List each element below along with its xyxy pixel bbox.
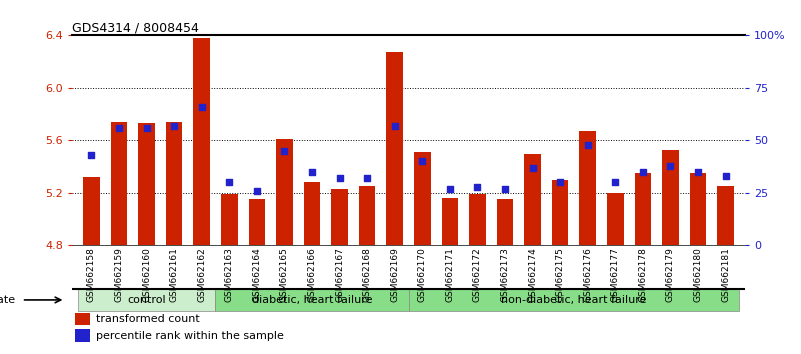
Bar (221, 194, 238, 245)
Text: GSM662172: GSM662172 (473, 247, 482, 302)
Bar (332, 189, 348, 245)
Point (278, 148, 291, 154)
Point (609, 179, 622, 185)
Text: non-diabetic, heart failure: non-diabetic, heart failure (501, 295, 646, 305)
FancyBboxPatch shape (215, 289, 409, 311)
Text: GSM662177: GSM662177 (611, 247, 620, 302)
Point (582, 142, 594, 147)
Bar (552, 180, 569, 245)
Point (333, 175, 346, 181)
Point (719, 173, 732, 179)
Bar (579, 131, 596, 245)
Text: GDS4314 / 8008454: GDS4314 / 8008454 (72, 21, 199, 34)
Text: GSM662165: GSM662165 (280, 247, 289, 302)
Point (223, 179, 235, 185)
Bar (386, 52, 403, 245)
Text: GSM662178: GSM662178 (638, 247, 647, 302)
Text: GSM662164: GSM662164 (252, 247, 261, 302)
Text: GSM662170: GSM662170 (418, 247, 427, 302)
Text: GSM662175: GSM662175 (556, 247, 565, 302)
FancyBboxPatch shape (78, 289, 215, 311)
Text: GSM662169: GSM662169 (390, 247, 399, 302)
Point (471, 184, 484, 189)
Text: GSM662176: GSM662176 (583, 247, 592, 302)
Text: GSM662162: GSM662162 (197, 247, 206, 302)
Bar (359, 186, 376, 245)
Text: GSM662168: GSM662168 (363, 247, 372, 302)
Bar (718, 186, 734, 245)
Bar (166, 122, 183, 245)
Bar (469, 194, 485, 245)
Text: GSM662174: GSM662174 (528, 247, 537, 302)
Bar (662, 150, 678, 245)
Text: GSM662181: GSM662181 (721, 247, 731, 302)
Bar (607, 193, 624, 245)
Point (195, 104, 208, 110)
Bar (497, 199, 513, 245)
Text: GSM662171: GSM662171 (445, 247, 454, 302)
Bar (690, 173, 706, 245)
Text: disease state: disease state (0, 295, 15, 305)
Text: GSM662158: GSM662158 (87, 247, 96, 302)
Bar (75, 313, 91, 325)
Bar (414, 152, 431, 245)
Text: GSM662179: GSM662179 (666, 247, 675, 302)
Bar (193, 38, 210, 245)
Point (691, 169, 704, 175)
Text: GSM662166: GSM662166 (308, 247, 316, 302)
Text: GSM662160: GSM662160 (142, 247, 151, 302)
Text: diabetic, heart failure: diabetic, heart failure (252, 295, 372, 305)
Point (553, 179, 566, 185)
Bar (304, 182, 320, 245)
Bar (525, 154, 541, 245)
Text: GSM662159: GSM662159 (115, 247, 123, 302)
FancyBboxPatch shape (409, 289, 739, 311)
Point (388, 123, 401, 129)
Text: GSM662161: GSM662161 (170, 247, 179, 302)
Bar (441, 198, 458, 245)
Text: GSM662180: GSM662180 (694, 247, 702, 302)
Point (360, 175, 373, 181)
Point (416, 159, 429, 164)
Point (526, 165, 539, 171)
Bar (276, 139, 292, 245)
Point (113, 125, 126, 131)
Point (306, 169, 319, 175)
Bar (248, 199, 265, 245)
Point (637, 169, 650, 175)
Text: GSM662163: GSM662163 (225, 247, 234, 302)
Point (498, 186, 511, 192)
Text: GSM662167: GSM662167 (335, 247, 344, 302)
Bar (83, 177, 99, 245)
Point (140, 125, 153, 131)
Bar (75, 329, 91, 342)
Point (444, 186, 457, 192)
Point (167, 123, 180, 129)
Point (251, 188, 264, 194)
Bar (111, 122, 127, 245)
Bar (634, 173, 651, 245)
Point (664, 163, 677, 169)
Text: transformed count: transformed count (95, 314, 199, 324)
Point (85, 152, 98, 158)
Text: GSM662173: GSM662173 (501, 247, 509, 302)
Text: control: control (127, 295, 166, 305)
Text: percentile rank within the sample: percentile rank within the sample (95, 331, 284, 341)
Bar (139, 123, 155, 245)
